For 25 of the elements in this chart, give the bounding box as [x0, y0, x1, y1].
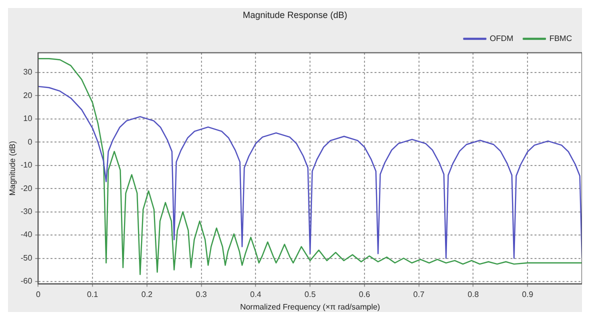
y-axis-title: Magnitude (dB): [8, 140, 18, 196]
y-tick-label: -20: [20, 184, 33, 193]
x-tick-label: 0.9: [522, 290, 534, 299]
y-tick-label: -30: [20, 207, 33, 216]
y-tick-label: 10: [23, 114, 33, 124]
x-tick-label: 0.4: [250, 290, 262, 299]
x-tick-label: 0.6: [358, 290, 371, 299]
x-tick-label: 0: [36, 290, 41, 299]
chart-title: Magnitude Response (dB): [242, 10, 348, 20]
legend-label: FBMC: [549, 34, 572, 44]
x-tick-label: 0.5: [304, 290, 316, 299]
x-tick-label: 0.8: [468, 290, 480, 299]
x-tick-label: 0.7: [413, 290, 425, 299]
y-tick-label: 0: [28, 137, 33, 146]
x-tick-label: 0.1: [86, 290, 99, 299]
y-tick-label: -50: [20, 253, 33, 262]
y-tick-label: -40: [20, 230, 33, 240]
y-tick-label: -60: [20, 276, 33, 286]
y-tick-label: 30: [23, 68, 33, 77]
legend-label: OFDM: [490, 34, 514, 44]
x-tick-label: 0.2: [141, 290, 154, 299]
y-tick-label: 20: [23, 90, 33, 100]
y-tick-label: -10: [20, 160, 33, 170]
x-axis-title: Normalized Frequency (×π rad/sample): [240, 302, 380, 312]
x-tick-label: 0.3: [196, 290, 208, 299]
